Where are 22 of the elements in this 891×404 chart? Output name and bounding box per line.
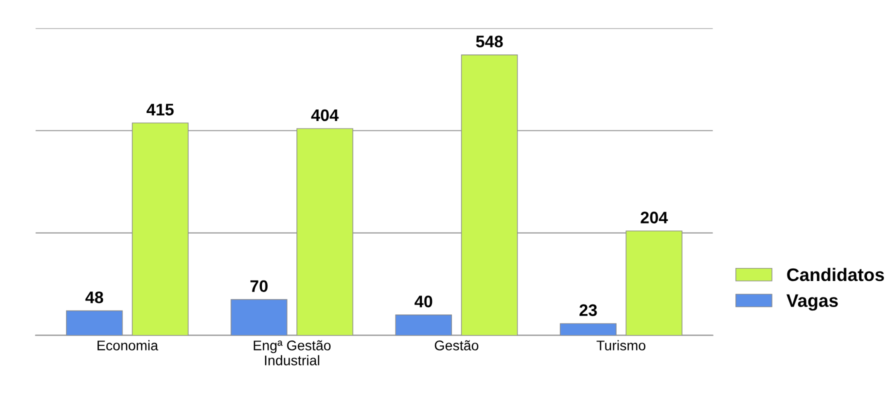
bar	[132, 122, 189, 336]
bar	[560, 323, 617, 336]
data-label: 48	[85, 291, 104, 304]
bar	[395, 314, 452, 336]
bar	[461, 54, 518, 336]
x-tick-label: Gestão	[434, 340, 478, 350]
x-tick-label: Economia	[98, 340, 158, 350]
x-tick-label: Engª Gestão Industrial	[254, 340, 331, 366]
data-label: 70	[250, 280, 268, 292]
bar	[66, 310, 123, 336]
data-label: 204	[640, 212, 668, 224]
data-label: 415	[146, 104, 174, 116]
bar	[296, 128, 354, 336]
data-label: 548	[476, 36, 503, 48]
legend-label: Vagas	[786, 294, 838, 311]
data-label: 40	[414, 296, 432, 308]
bar	[230, 299, 288, 336]
data-label: 404	[311, 109, 339, 122]
data-label: 23	[580, 304, 597, 316]
bar	[626, 230, 682, 336]
x-tick-label: Turismo	[596, 340, 646, 350]
legend-label: Candidatos	[787, 268, 884, 282]
